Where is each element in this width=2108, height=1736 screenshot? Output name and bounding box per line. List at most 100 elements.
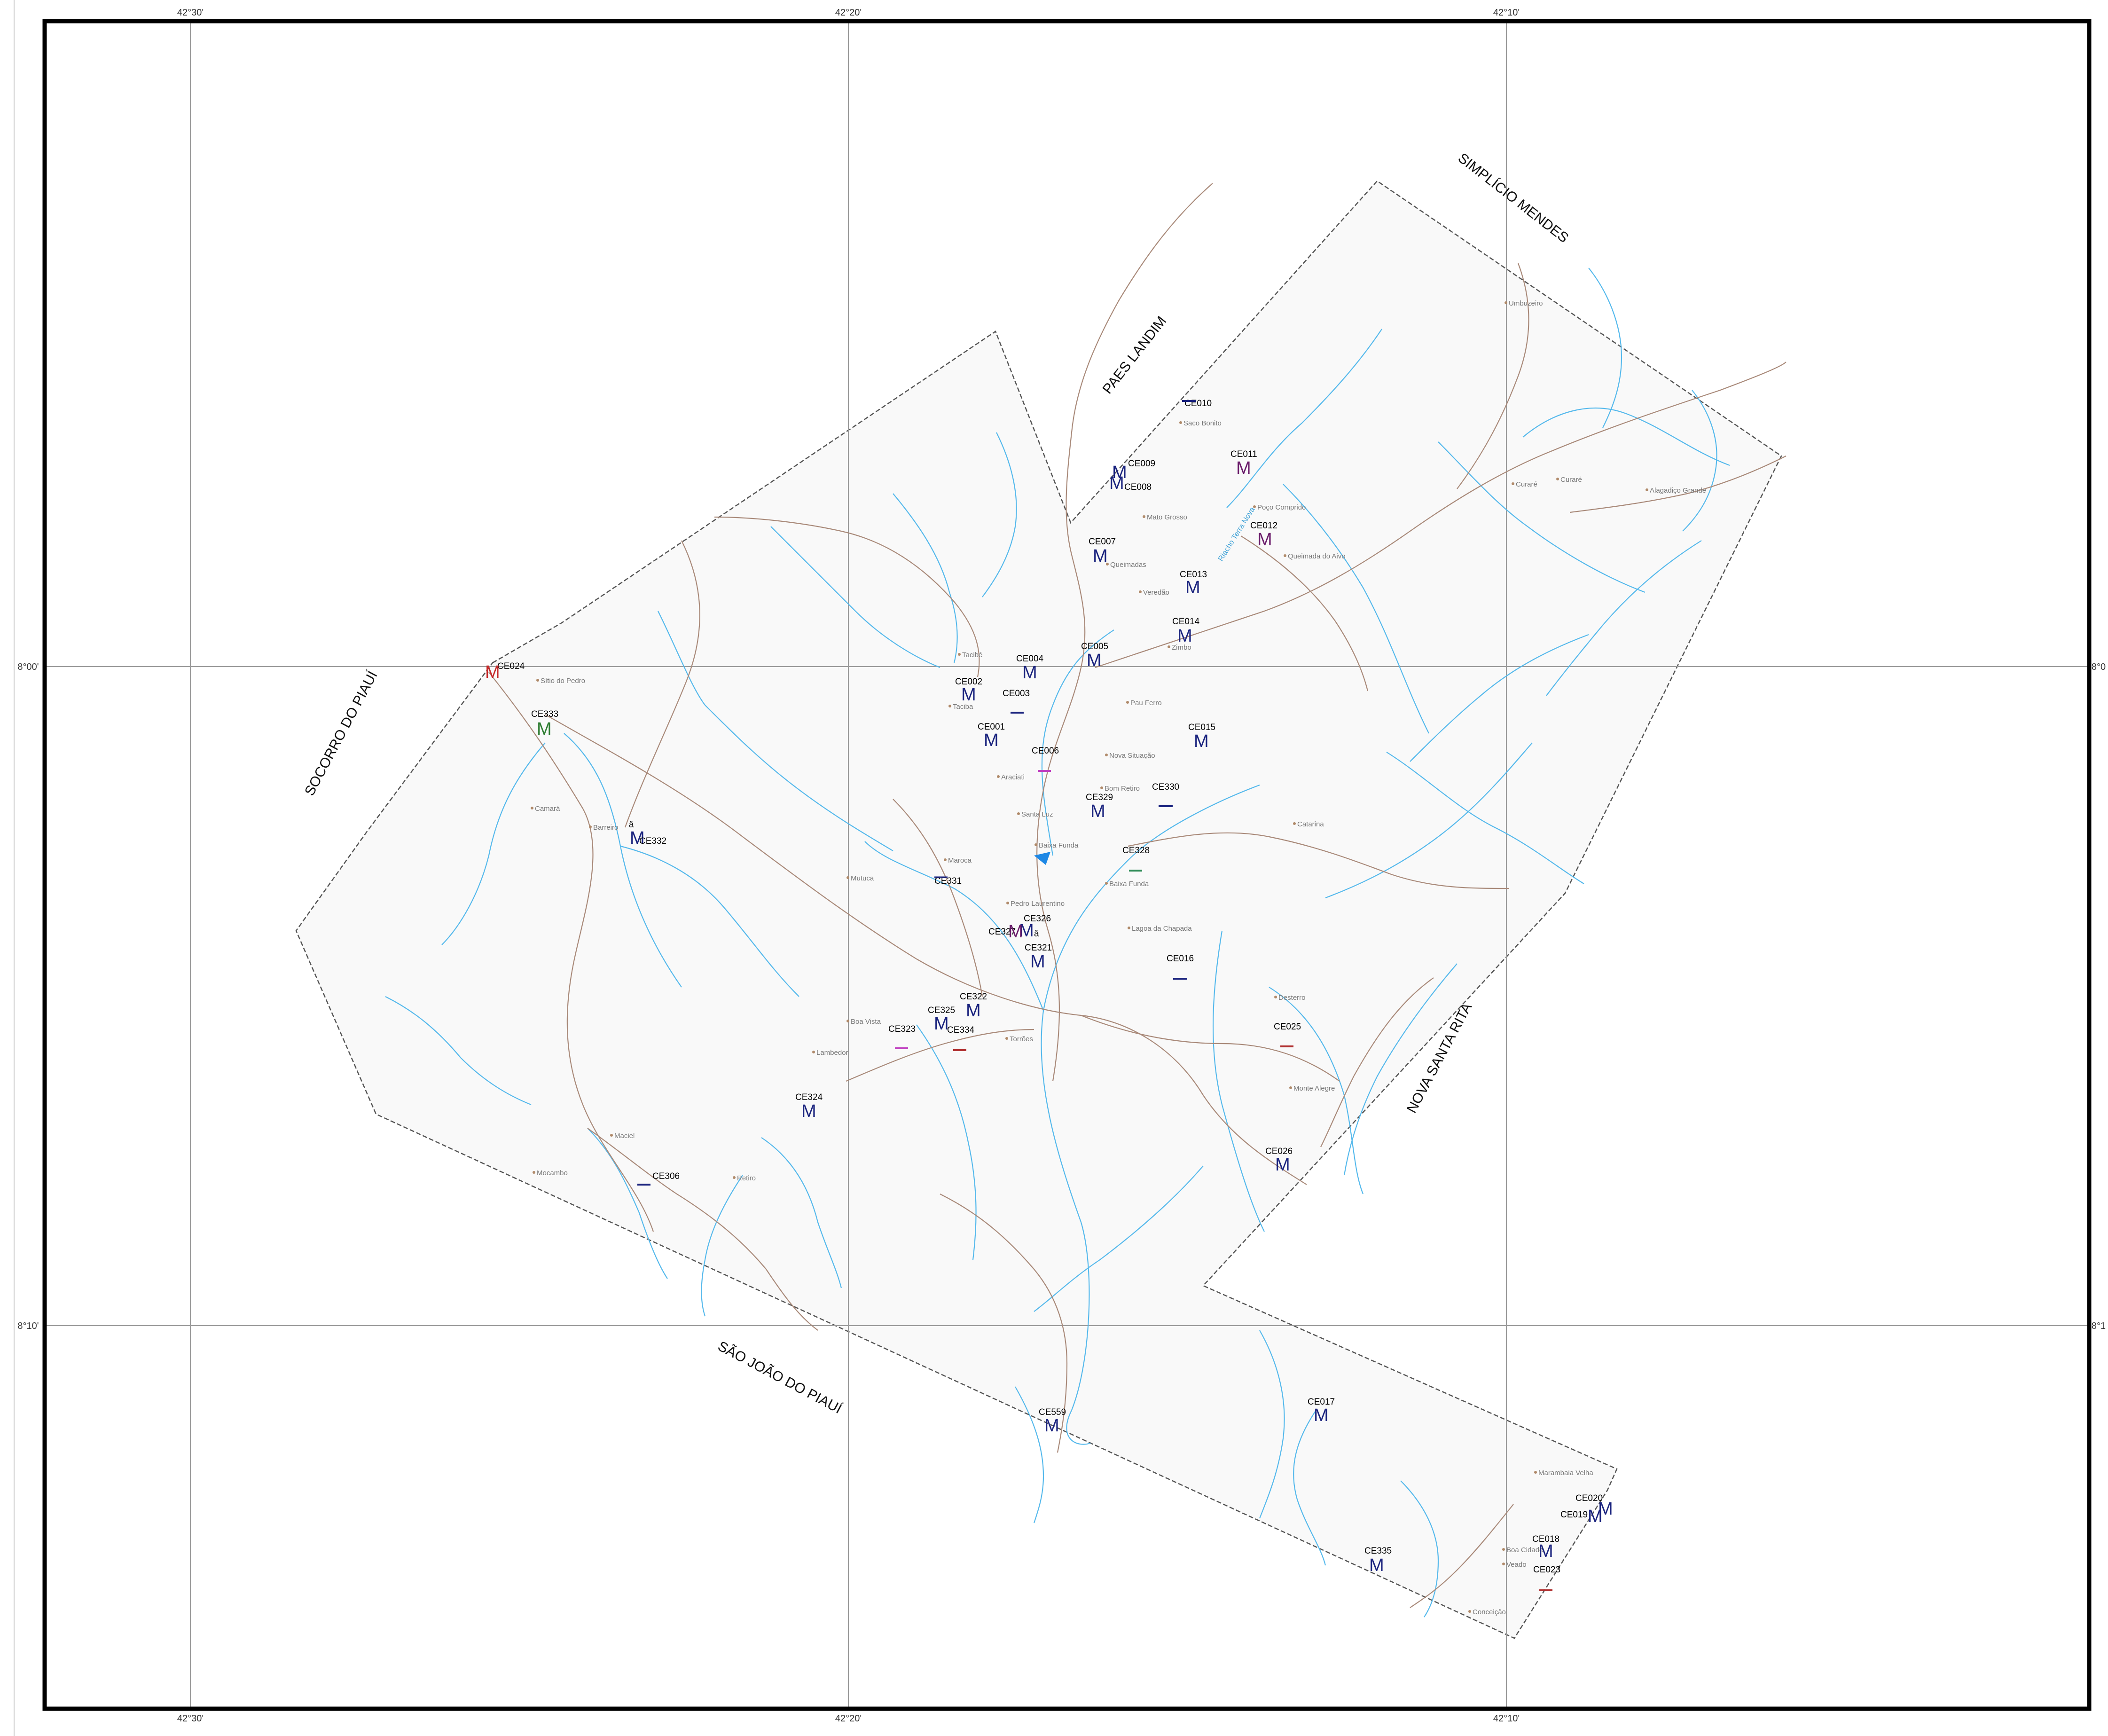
station-label-ce328[interactable]: CE328 <box>1122 846 1150 856</box>
settlement-dot-icon <box>1179 421 1182 424</box>
coord-bottom-2: 42°20' <box>835 1713 862 1724</box>
station-label-ce324[interactable]: CE324 <box>795 1092 823 1102</box>
station-marker-ce002[interactable]: M <box>961 685 976 705</box>
station-marker-ce017[interactable]: M <box>1314 1406 1329 1425</box>
station-marker-ce324[interactable]: M <box>801 1101 816 1121</box>
station-marker-ce008[interactable]: M <box>1109 473 1124 493</box>
place-label: Sítio do Pedro <box>541 677 585 685</box>
place-label: Conceição <box>1473 1608 1506 1616</box>
station-label-ce015[interactable]: CE015 <box>1188 723 1215 732</box>
station-label-ce002[interactable]: CE002 <box>955 677 982 687</box>
station-marker-ce011[interactable]: M <box>1236 458 1251 478</box>
station-label-ce005[interactable]: CE005 <box>1081 642 1108 652</box>
station-marker-ce559[interactable]: M <box>1044 1416 1059 1436</box>
station-label-ce009[interactable]: CE009 <box>1128 459 1155 469</box>
station-marker-ce321[interactable]: M <box>1030 952 1045 972</box>
station-label-ce018[interactable]: CE018 <box>1532 1534 1559 1544</box>
settlement-dot-icon <box>533 1171 535 1174</box>
station-label-ce020[interactable]: CE020 <box>1575 1493 1603 1503</box>
station-marker-ce024[interactable]: M <box>485 662 500 682</box>
place-label: Torrões <box>1010 1035 1033 1043</box>
place-label: Marambaia Velha <box>1538 1469 1593 1477</box>
station-label-ce003[interactable]: CE003 <box>1003 689 1030 699</box>
station-label-ce004[interactable]: CE004 <box>1016 654 1044 664</box>
place-names: Umbuzeiro Saco Bonito Mato Grosso Poço C… <box>531 299 1706 1616</box>
station-label-ce334[interactable]: CE334 <box>947 1025 975 1035</box>
station-label-ce306[interactable]: CE306 <box>652 1171 680 1181</box>
settlement-dot-icon <box>1034 843 1037 846</box>
settlement-dot-icon <box>944 858 947 861</box>
place-label: Maroca <box>948 856 972 864</box>
place-label: Tacibé <box>962 651 982 659</box>
station-label-ce332[interactable]: CE332 <box>639 836 666 846</box>
place-label: Alagadiço Grande <box>1650 487 1706 495</box>
place-label: Taciba <box>953 703 973 711</box>
station-label-ce011[interactable]: CE011 <box>1230 449 1257 459</box>
station-label-ce013[interactable]: CE013 <box>1180 570 1207 580</box>
station-marker-ce020[interactable]: M <box>1598 1499 1613 1519</box>
station-label-ce559[interactable]: CE559 <box>1039 1407 1066 1417</box>
station-label-ce333[interactable]: CE333 <box>531 709 558 719</box>
station-label-ce023[interactable]: CE023 <box>1533 1565 1560 1575</box>
station-label-ce017[interactable]: CE017 <box>1308 1397 1335 1407</box>
station-marker-ce325[interactable]: M <box>934 1014 949 1034</box>
station-marker-ce327[interactable]: M <box>1008 922 1023 942</box>
station-label-ce329[interactable]: CE329 <box>1086 793 1113 802</box>
settlement-dot-icon <box>531 807 533 809</box>
settlement-dot-icon <box>948 705 951 707</box>
station-label-ce019[interactable]: CE019 <box>1560 1510 1588 1520</box>
station-marker-ce014[interactable]: M <box>1177 626 1192 646</box>
station-marker-ce326[interactable]: M <box>1019 921 1034 941</box>
station-label-ce327[interactable]: CE327 <box>988 927 1016 937</box>
station-label-ce006[interactable]: CE006 <box>1032 746 1059 756</box>
settlement-dot-icon <box>610 1134 613 1137</box>
station-marker-ce009[interactable]: M <box>1112 463 1127 482</box>
station-marker-ce015[interactable]: M <box>1194 731 1209 751</box>
station-label-ce012[interactable]: CE012 <box>1250 521 1277 531</box>
station-marker-ce005[interactable]: M <box>1087 651 1102 670</box>
station-label-ce335[interactable]: CE335 <box>1364 1546 1392 1556</box>
station-marker-ce001[interactable]: M <box>984 731 999 750</box>
station-label-ce322[interactable]: CE322 <box>960 992 987 1002</box>
station-marker-ce329[interactable]: M <box>1090 801 1105 821</box>
station-marker-ce322[interactable]: M <box>966 1001 981 1021</box>
settlement-dot-icon <box>1253 505 1256 508</box>
station-marker-ce333[interactable]: M <box>537 719 552 739</box>
station-marker-ce018[interactable]: M <box>1538 1541 1553 1561</box>
station-marker-ce013[interactable]: M <box>1185 578 1200 597</box>
station-label-ce014[interactable]: CE014 <box>1172 617 1200 627</box>
place-label: Veado <box>1506 1561 1527 1569</box>
station-label-ce331[interactable]: CE331 <box>934 876 962 886</box>
station-label-ce326[interactable]: CE326 <box>1024 914 1051 924</box>
extra-mark: â <box>629 820 634 830</box>
place-label: Veredão <box>1143 589 1169 597</box>
settlement-dot-icon <box>1534 1471 1537 1474</box>
station-label-ce330[interactable]: CE330 <box>1152 782 1179 792</box>
station-marker-ce004[interactable]: M <box>1022 663 1037 683</box>
station-marker-ce026[interactable]: M <box>1275 1155 1290 1175</box>
station-label-ce025[interactable]: CE025 <box>1274 1022 1301 1032</box>
station-marker-ce332[interactable]: M <box>630 828 645 848</box>
coord-bottom-3: 42°10' <box>1493 1713 1520 1724</box>
station-label-ce024[interactable]: CE024 <box>497 661 525 671</box>
settlement-dot-icon <box>1646 488 1648 491</box>
station-marker-ce007[interactable]: M <box>1093 546 1108 566</box>
station-marker-ce012[interactable]: M <box>1257 530 1272 550</box>
station-marker-ce019[interactable]: M <box>1588 1507 1603 1526</box>
place-label: Saco Bonito <box>1183 419 1222 427</box>
station-label-ce016[interactable]: CE016 <box>1167 954 1194 964</box>
reservoir-icon <box>1034 852 1050 865</box>
station-label-ce323[interactable]: CE323 <box>888 1024 916 1034</box>
station-label-ce008[interactable]: CE008 <box>1124 482 1152 492</box>
station-label-ce325[interactable]: CE325 <box>928 1005 955 1015</box>
river-network <box>385 267 1730 1618</box>
station-label-ce001[interactable]: CE001 <box>978 722 1005 732</box>
settlement-dot-icon <box>812 1051 815 1053</box>
station-label-ce321[interactable]: CE321 <box>1025 943 1052 953</box>
station-marker-ce335[interactable]: M <box>1369 1555 1384 1575</box>
settlement-dot-icon <box>1105 882 1108 885</box>
station-label-ce026[interactable]: CE026 <box>1265 1147 1293 1156</box>
place-label: Santa Luz <box>1021 810 1053 818</box>
station-label-ce007[interactable]: CE007 <box>1089 537 1116 547</box>
